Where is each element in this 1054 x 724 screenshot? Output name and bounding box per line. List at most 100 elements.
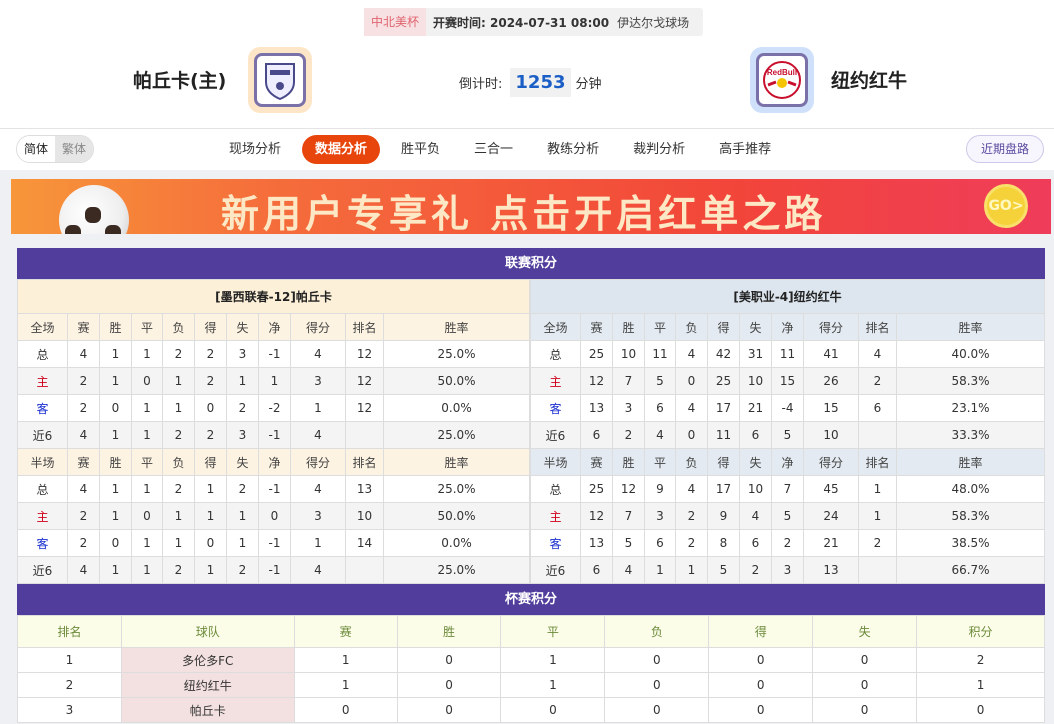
table-row: 3 帕丘卡 0 0 0 0 0 0 0 [17,697,1045,723]
cell: 25 [580,340,613,368]
column-header: 排名 [858,313,897,341]
lang-simplified[interactable]: 简体 [17,136,56,162]
cell: 48.0% [896,475,1045,503]
cell: 1 [194,475,227,503]
cell: 1 [858,475,897,503]
tab-2[interactable]: 胜平负 [401,142,441,157]
cell: 4 [675,340,708,368]
cell: 1 [858,502,897,530]
section-label: 全场 [530,313,581,341]
cell: 13 [803,556,859,584]
cell: 24 [803,502,859,530]
cell: 3 [17,697,122,723]
table-row: 总 4 1 1 2 1 2 -1 4 13 25.0% [17,475,530,503]
cell: 31 [739,340,772,368]
cell: 2 [67,502,100,530]
cell: 2 [17,672,122,698]
cell: 1 [675,556,708,584]
team-header-row: [美职业-4]纽约红牛 [530,279,1045,314]
column-header: 胜率 [896,313,1045,341]
cell: 38.5% [896,529,1045,557]
cell: 13 [580,529,613,557]
tab-6[interactable]: 高手推荐 [719,142,772,157]
tab-5[interactable]: 裁判分析 [633,142,686,157]
cell: 25 [707,367,740,395]
column-header: 失 [739,313,772,341]
cell: -1 [258,529,291,557]
cell: 1 [131,556,163,584]
away-league-table: [美职业-4]纽约红牛 全场赛胜平负得失净得分 排名 胜率总 25 10 11 4 42 31 11… [530,279,1045,584]
table-row: 客 2 0 1 1 0 2 -2 1 12 0.0% [17,394,530,422]
column-header: 净 [258,448,291,476]
home-team-logo[interactable] [248,47,312,113]
cell: -1 [258,421,291,449]
column-header: 平 [131,448,163,476]
cell: 0 [396,697,502,723]
cell: 2 [226,556,259,584]
cell: 0 [916,697,1045,723]
cell: 4 [67,340,100,368]
tab-1[interactable]: 数据分析 [302,135,381,164]
cell: 9 [644,475,676,503]
tab-3[interactable]: 三合一 [474,142,514,157]
cell: 0 [604,697,710,723]
cell: 4 [644,421,676,449]
cell: 0 [396,647,502,673]
venue: 伊达尔戈球场 [617,15,690,30]
cell: 4 [67,475,100,503]
table-row: 主 12 7 3 2 9 4 5 24 1 58.3% [530,502,1045,530]
column-header: 负 [162,313,195,341]
column-header: 负 [675,313,708,341]
cell: 1 [99,556,132,584]
cell: 0.0% [383,529,530,557]
recent-odds-button[interactable]: 近期盘路 [965,135,1044,163]
cell: 5 [644,367,676,395]
lang-traditional[interactable]: 繁体 [55,136,94,162]
cell: 1 [293,672,398,698]
tab-4[interactable]: 教练分析 [547,142,600,157]
column-header: 胜 [612,448,645,476]
cell: 0 [293,697,398,723]
standings-panel: 联赛积分 [墨西联春-12]帕丘卡 全场赛胜平负得失净得分 排名 胜率总 4 1 1 2 2 3-… [17,248,1045,723]
row-label: 客 [530,394,581,422]
column-header: 得分 [290,448,346,476]
promo-banner[interactable]: 新用户专享礼 点击开启红单之路 GO> [11,179,1051,234]
cell: 0 [604,647,710,673]
cell: 1 [99,340,132,368]
column-header: 得 [194,313,227,341]
cell: 10 [612,340,645,368]
tab-0[interactable]: 现场分析 [229,142,282,157]
cell: 2 [194,340,227,368]
cell: 1 [194,556,227,584]
cell: 1 [99,421,132,449]
cell: 3 [226,340,259,368]
table-row: 近6 6 4 1 1 5 2 3 13 66.7% [530,556,1045,584]
column-header: 失 [739,448,772,476]
team-name: 帕丘卡 [120,697,295,723]
cell: 7 [612,367,645,395]
cell: 1 [290,394,346,422]
cell: 2 [771,529,804,557]
table-row: 总 25 12 9 4 17 10 7 45 1 48.0% [530,475,1045,503]
competition-tag[interactable]: 中北美杯 [364,8,427,36]
cell: 0 [194,529,227,557]
column-header: 赛 [293,615,398,648]
column-header: 平 [500,615,606,648]
go-coin-icon[interactable]: GO> [984,184,1028,228]
cell: 4 [290,475,346,503]
column-header: 负 [675,448,708,476]
cell: 21 [803,529,859,557]
column-header: 胜 [612,313,645,341]
cell: 12 [345,367,384,395]
cell: 10 [803,421,859,449]
cell: 1 [162,394,195,422]
column-header: 赛 [67,448,100,476]
away-team-name: 纽约红牛 [831,70,908,92]
cell: 3 [771,556,804,584]
away-team-logo[interactable]: RedBull [750,47,814,113]
red-bull-crest-icon: RedBull [763,61,801,99]
column-header-row: 全场赛胜平负得失净得分 排名 胜率 [530,313,1045,341]
row-label: 近6 [17,421,68,449]
cell: 58.3% [896,367,1045,395]
cell: 1 [500,647,606,673]
